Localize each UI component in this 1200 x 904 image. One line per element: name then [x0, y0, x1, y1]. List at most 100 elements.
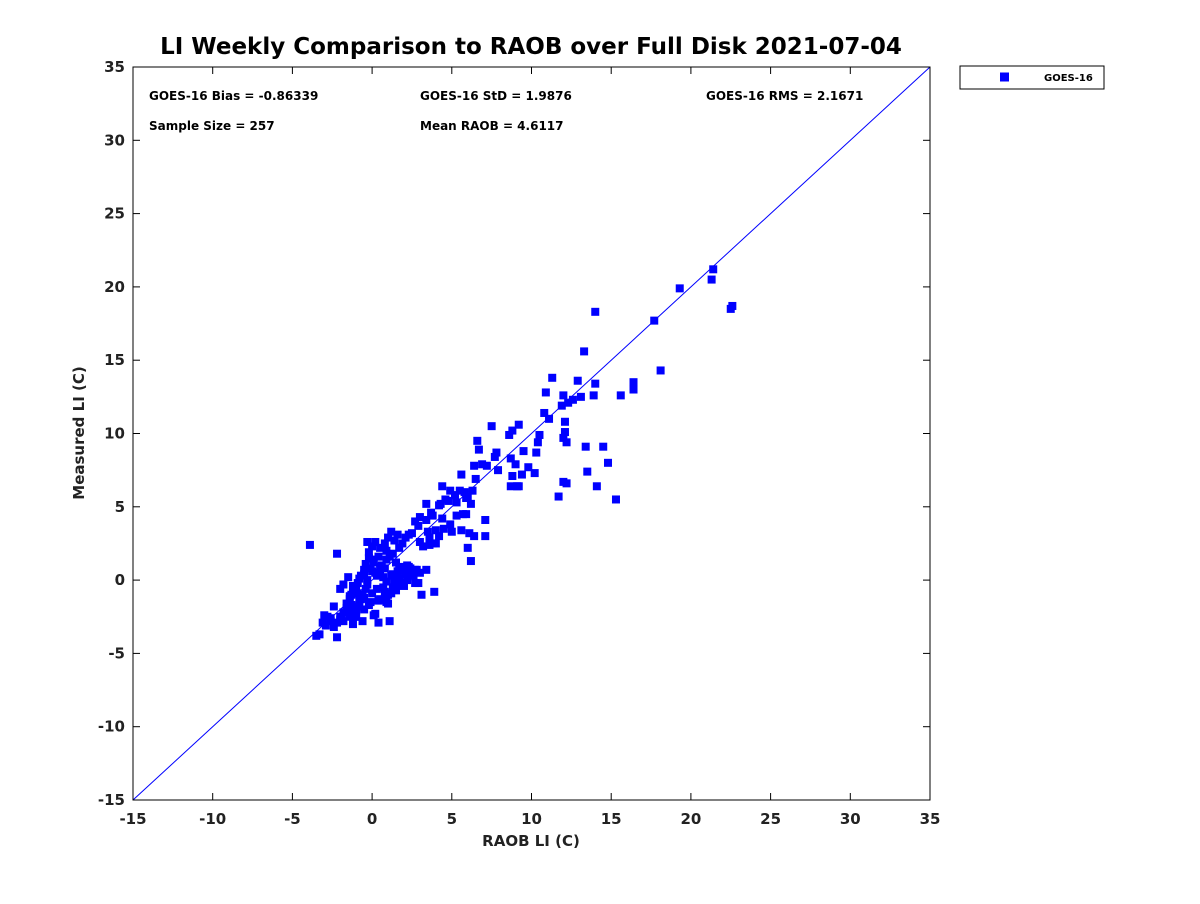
data-point [438, 482, 447, 491]
data-point [540, 408, 549, 417]
data-point [494, 466, 503, 475]
data-point [564, 398, 573, 407]
data-point [583, 467, 592, 476]
data-point [450, 491, 459, 500]
data-point [374, 596, 383, 605]
data-point [411, 579, 420, 588]
x-axis-label: RAOB LI (C) [482, 832, 580, 850]
data-point [411, 517, 420, 526]
x-axis: -15 -10 -5 0 5 10 15 20 25 30 35 [119, 67, 940, 828]
y-tick-label: 0 [115, 571, 125, 589]
y-tick-label: 25 [104, 205, 125, 223]
data-point [409, 571, 418, 580]
data-point [560, 428, 569, 437]
data-point [560, 417, 569, 426]
plot-area: -15 -10 -5 0 5 10 15 20 25 30 35 -15 -10 -5 0 5 10 15 20 2… [98, 58, 941, 828]
data-point [387, 527, 396, 536]
x-tick-label: -5 [284, 810, 301, 828]
data-point [419, 542, 428, 551]
data-point [371, 568, 380, 577]
data-point [568, 395, 577, 404]
data-point [353, 579, 362, 588]
data-point [364, 548, 373, 557]
data-point [347, 601, 356, 610]
data-point [478, 460, 487, 469]
x-tick-label: 0 [367, 810, 377, 828]
data-point [387, 589, 396, 598]
x-tick-label: 30 [840, 810, 861, 828]
data-point [342, 606, 351, 615]
legend: GOES-16 [959, 65, 1105, 90]
data-point [470, 461, 479, 470]
data-point [339, 617, 348, 626]
data-point [425, 540, 434, 549]
data-point [336, 612, 345, 621]
data-point [369, 611, 378, 620]
data-point [388, 549, 397, 558]
data-point [339, 580, 348, 589]
y-tick-label: 20 [104, 278, 125, 296]
data-point [352, 603, 361, 612]
data-point [435, 532, 444, 541]
data-point [455, 486, 464, 495]
data-point [452, 498, 461, 507]
data-point [573, 376, 582, 385]
x-tick-label: 20 [680, 810, 701, 828]
data-point [431, 539, 440, 548]
data-point [363, 537, 372, 546]
data-point [604, 458, 613, 467]
data-point [517, 470, 526, 479]
data-point [368, 589, 377, 598]
data-point [524, 463, 533, 472]
data-point [379, 573, 388, 582]
data-point [506, 454, 515, 463]
data-point [363, 576, 372, 585]
data-point [726, 304, 735, 313]
data-point [707, 275, 716, 284]
data-point [428, 511, 437, 520]
data-point [470, 532, 479, 541]
data-point [360, 570, 369, 579]
data-point [576, 392, 585, 401]
data-point [481, 515, 490, 524]
data-point [385, 617, 394, 626]
y-tick-label: 10 [104, 425, 125, 443]
data-point [395, 564, 404, 573]
data-point [533, 438, 542, 447]
x-tick-label: -15 [119, 810, 146, 828]
data-point [492, 448, 501, 457]
data-point [376, 543, 385, 552]
data-point [380, 539, 389, 548]
data-point [382, 546, 391, 555]
data-point [355, 574, 364, 583]
data-point [439, 524, 448, 533]
x-tick-label: 15 [601, 810, 622, 828]
data-point [326, 614, 335, 623]
data-point [305, 540, 314, 549]
data-point [490, 452, 499, 461]
data-point [599, 442, 608, 451]
y-tick-label: -15 [98, 791, 125, 809]
data-point [372, 584, 381, 593]
data-point [401, 567, 410, 576]
data-point [415, 568, 424, 577]
data-point [329, 623, 338, 632]
data-point [364, 554, 373, 563]
data-point [508, 426, 517, 435]
data-point [562, 479, 571, 488]
data-point [379, 583, 388, 592]
data-point [371, 537, 380, 546]
stat-bias: GOES-16 Bias = -0.86339 [149, 89, 318, 103]
data-point [422, 565, 431, 574]
data-point [514, 482, 523, 491]
data-point [487, 422, 496, 431]
x-tick-label: 5 [447, 810, 457, 828]
data-point [514, 420, 523, 429]
data-point [414, 521, 423, 530]
data-point [376, 562, 385, 571]
data-point [422, 499, 431, 508]
data-point [348, 586, 357, 595]
data-point [395, 543, 404, 552]
data-point [345, 612, 354, 621]
